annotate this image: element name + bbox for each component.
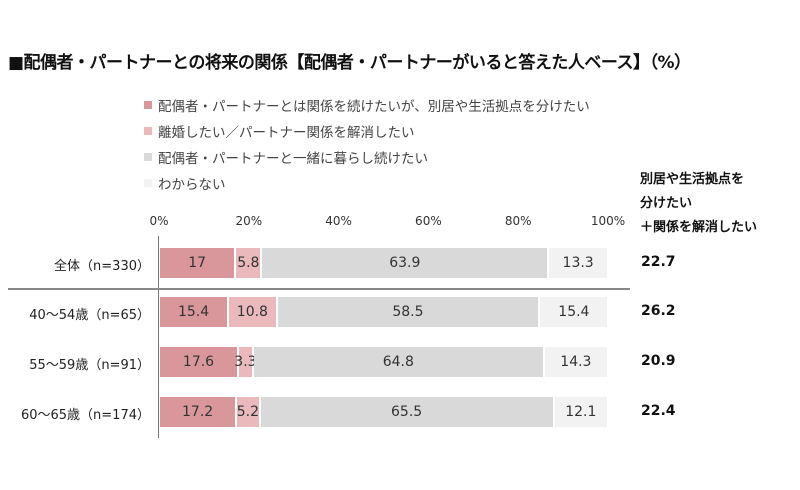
bar-segment: 3.3 — [234, 347, 257, 377]
bar-segment: 13.3 — [549, 248, 607, 278]
legend-item: 配偶者・パートナーと一緒に暮らし続けたい — [144, 144, 590, 170]
bar-segment: 17 — [160, 248, 235, 278]
side-header-line: 分けたい — [640, 196, 693, 211]
category-label: 40～54歳（n=65） — [29, 308, 150, 323]
legend-swatch — [144, 179, 152, 187]
bar-segment: 14.3 — [544, 347, 607, 377]
legend-swatch — [144, 127, 152, 135]
legend-label: 離婚したい／パートナー関係を解消したい — [158, 125, 415, 141]
bar-segment: 58.5 — [277, 297, 539, 327]
side-value: 22.4 — [641, 403, 676, 419]
side-header-line: 別居や生活拠点を — [640, 172, 745, 187]
bar-segment: 12.1 — [554, 397, 607, 427]
chart-title: ■配偶者・パートナーとの将来の関係【配偶者・パートナーがいると答えた人ベース】（… — [8, 53, 691, 73]
side-value: 26.2 — [641, 303, 676, 319]
legend-item: 離婚したい／パートナー関係を解消したい — [144, 118, 590, 144]
legend-label: 配偶者・パートナーと一緒に暮らし続けたい — [158, 151, 428, 167]
legend-swatch — [144, 153, 152, 161]
bar-segment: 15.4 — [540, 297, 608, 327]
category-label: 55～59歳（n=91） — [29, 358, 150, 373]
y-axis-line — [158, 236, 159, 438]
legend-label: 配偶者・パートナーとは関係を続けたいが、別居や生活拠点を分けたい — [158, 99, 590, 115]
legend-label: わからない — [158, 177, 226, 193]
side-value: 20.9 — [641, 353, 676, 369]
side-header: 別居や生活拠点を 分けたい ＋関係を解消したい — [640, 168, 757, 240]
legend-item: わからない — [144, 170, 590, 196]
bar-segment: 64.8 — [253, 347, 543, 377]
x-tick-label: 100% — [590, 214, 626, 228]
group-separator — [8, 288, 630, 290]
legend-item: 配偶者・パートナーとは関係を続けたいが、別居や生活拠点を分けたい — [144, 92, 590, 118]
x-tick-label: 60% — [415, 214, 442, 228]
legend-swatch — [144, 101, 152, 109]
bar-segment: 10.8 — [229, 297, 276, 327]
legend: 配偶者・パートナーとは関係を続けたいが、別居や生活拠点を分けたい 離婚したい／パー… — [144, 92, 590, 196]
x-tick-label: 80% — [504, 214, 532, 228]
bar-segment: 63.9 — [262, 248, 548, 278]
category-label: 60～65歳（n=174） — [20, 408, 150, 423]
bar-segment: 5.2 — [237, 397, 259, 427]
bar-segment: 65.5 — [260, 397, 553, 427]
bar-segment: 15.4 — [160, 297, 228, 327]
bar-segment: 17.6 — [160, 347, 238, 377]
bar-segment: 5.8 — [236, 248, 261, 278]
category-label: 全体（n=330） — [54, 259, 150, 274]
side-value: 22.7 — [641, 254, 676, 270]
x-tick-label: 20% — [235, 214, 263, 228]
bar-segment: 17.2 — [160, 397, 236, 427]
x-tick-label: 40% — [325, 214, 352, 228]
side-header-line: ＋関係を解消したい — [640, 220, 758, 235]
x-tick-label: 0% — [149, 214, 169, 228]
